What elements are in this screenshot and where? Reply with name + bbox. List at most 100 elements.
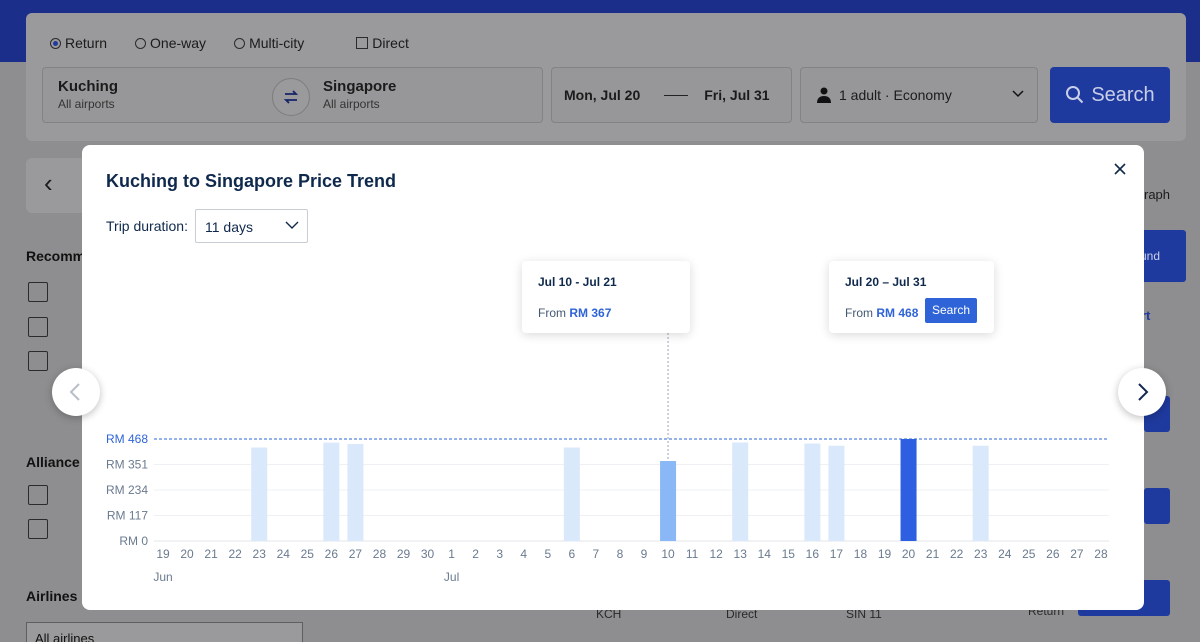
date-range-field[interactable]: Mon, Jul 20 Fri, Jul 31	[551, 67, 792, 123]
trip-type-multi-city[interactable]: Multi-city	[234, 35, 304, 51]
x-tick-label: 8	[617, 547, 624, 561]
close-button[interactable]	[1109, 159, 1131, 181]
x-tick-label: 1	[448, 547, 455, 561]
price-bar	[972, 445, 989, 541]
filter-checkbox[interactable]	[28, 317, 48, 337]
chart-next-button[interactable]	[1118, 368, 1166, 416]
search-button[interactable]: Search	[1050, 67, 1170, 123]
swap-cities-button[interactable]	[272, 78, 310, 116]
x-tick-label: 28	[373, 547, 387, 561]
x-tick-label: 30	[421, 547, 435, 561]
date-separator	[664, 94, 689, 96]
chevron-right-icon	[1138, 383, 1149, 401]
x-tick-label: 27	[349, 547, 363, 561]
x-tick-label: 4	[520, 547, 527, 561]
close-icon	[1114, 163, 1126, 175]
modal-title: Kuching to Singapore Price Trend	[106, 171, 397, 191]
passenger-class-select[interactable]: 1 adult · Economy	[800, 67, 1038, 123]
bg-airport-code: SIN 11	[846, 607, 882, 621]
bg-select-button[interactable]	[1144, 488, 1170, 524]
x-tick-label: 27	[1070, 547, 1084, 561]
price-bar	[900, 439, 917, 541]
x-tick-label: 24	[277, 547, 291, 561]
chevron-down-icon	[285, 221, 299, 229]
checkbox-icon	[356, 37, 369, 49]
return-date: Fri, Jul 31	[704, 87, 770, 103]
price-trend-modal: Kuching to Singapore Price Trend Trip du…	[82, 145, 1144, 610]
radio-icon	[50, 37, 61, 49]
x-tick-label: 9	[641, 547, 648, 561]
x-tick-label: 6	[569, 547, 576, 561]
y-tick-label: RM 117	[107, 509, 148, 523]
tooltip-price: RM 468	[876, 306, 919, 320]
radio-icon	[234, 37, 246, 49]
filter-checkbox[interactable]	[28, 519, 48, 539]
tooltip-dates: Jul 20 – Jul 31	[845, 275, 927, 289]
chevron-left-icon	[69, 383, 80, 401]
tooltip-search-button[interactable]: Search	[925, 298, 977, 323]
x-tick-label: 23	[253, 547, 267, 561]
chevron-left-icon: ‹	[44, 168, 53, 198]
x-tick-label: 2	[472, 547, 479, 561]
x-tick-label: 19	[878, 547, 892, 561]
swap-icon	[283, 90, 299, 104]
search-icon	[1066, 86, 1084, 104]
x-tick-label: 19	[156, 547, 170, 561]
x-tick-label: 26	[325, 547, 339, 561]
price-bar	[828, 445, 845, 541]
x-tick-label: 3	[496, 547, 503, 561]
price-bar	[804, 443, 821, 541]
x-tick-label: 5	[544, 547, 551, 561]
airlines-select[interactable]: All airlines	[26, 622, 303, 642]
x-tick-label: 25	[1022, 547, 1036, 561]
price-bar	[323, 442, 340, 541]
y-tick-label: RM 351	[106, 458, 148, 472]
x-tick-label: 22	[228, 547, 242, 561]
y-tick-label: RM 468	[106, 432, 148, 446]
filter-recommended-title: Recomme	[26, 248, 93, 264]
filter-airlines-title: Airlines	[26, 588, 78, 604]
x-tick-label: 29	[397, 547, 411, 561]
y-tick-label: RM 234	[106, 483, 148, 497]
bg-airport-code: KCH	[596, 607, 622, 621]
price-tooltip-selected: Jul 20 – Jul 31 From RM 468 Search	[829, 261, 994, 333]
bg-direct-label: Direct	[726, 607, 758, 621]
trip-type-return[interactable]: Return	[50, 35, 107, 51]
x-tick-label: 14	[758, 547, 772, 561]
x-tick-label: 28	[1094, 547, 1108, 561]
trip-type-group: Return One-way Multi-city Direct	[50, 35, 409, 51]
depart-date: Mon, Jul 20	[564, 87, 641, 103]
graph-tab[interactable]: raph	[1144, 187, 1171, 202]
back-button[interactable]: ‹	[26, 158, 86, 213]
x-tick-label: 21	[926, 547, 940, 561]
filter-checkbox[interactable]	[28, 351, 48, 371]
x-tick-label: 23	[974, 547, 988, 561]
filter-checkbox[interactable]	[28, 485, 48, 505]
route-selector: Kuching All airports Singapore All airpo…	[42, 67, 543, 123]
direct-checkbox[interactable]: Direct	[356, 35, 409, 51]
bg-link[interactable]: rt	[1141, 308, 1151, 323]
origin-field[interactable]: Kuching All airports	[58, 78, 118, 111]
destination-field[interactable]: Singapore All airports	[323, 78, 397, 111]
trip-duration-select[interactable]: 11 days	[195, 209, 308, 243]
trip-type-one-way[interactable]: One-way	[135, 35, 206, 51]
x-tick-label: 12	[709, 547, 723, 561]
x-tick-label: 26	[1046, 547, 1060, 561]
flight-search-panel: Return One-way Multi-city Direct Kuching…	[26, 13, 1186, 141]
tooltip-price: RM 367	[569, 306, 612, 320]
price-bar	[660, 461, 677, 541]
price-tooltip-hover: Jul 10 - Jul 21 From RM 367	[522, 261, 690, 333]
x-tick-label: 11	[686, 547, 699, 561]
x-tick-label: 25	[301, 547, 315, 561]
x-tick-label: 17	[830, 547, 844, 561]
chart-prev-button[interactable]	[52, 368, 100, 416]
x-tick-label: 13	[734, 547, 748, 561]
x-tick-label: 15	[782, 547, 796, 561]
x-tick-label: 10	[661, 547, 675, 561]
filter-checkbox[interactable]	[28, 282, 48, 302]
trip-duration-label: Trip duration:	[106, 218, 188, 234]
x-tick-label: 22	[950, 547, 964, 561]
x-tick-label: 20	[180, 547, 194, 561]
y-tick-label: RM 0	[119, 534, 148, 548]
